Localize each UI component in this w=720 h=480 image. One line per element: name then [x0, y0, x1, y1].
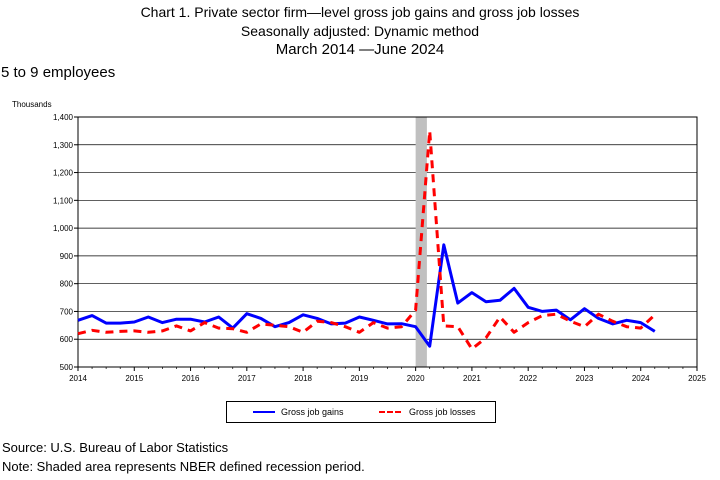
chart-period: March 2014 —June 2024	[275, 41, 445, 58]
x-tick-label: 2017	[238, 374, 256, 383]
gross-job-losses-line	[77, 129, 656, 351]
y-tick-label: 1,100	[53, 196, 74, 205]
x-tick-label: 2015	[125, 374, 143, 383]
x-tick-label: 2016	[182, 374, 200, 383]
y-tick-label: 600	[60, 335, 74, 344]
x-tick-label: 2020	[407, 374, 425, 383]
source-note: Source: U.S. Bureau of Labor Statistics	[2, 440, 229, 455]
panel-label: 5 to 9 employees	[1, 64, 116, 81]
y-tick-label: 1,200	[53, 169, 74, 178]
x-tick-label: 2024	[632, 374, 650, 383]
gross-job-gains-line	[77, 243, 656, 348]
y-tick-label: 500	[60, 363, 74, 372]
chart-title: Chart 1. Private sector firm—level gross…	[140, 4, 580, 20]
y-tick-label: 1,400	[53, 113, 74, 122]
x-tick-label: 2023	[576, 374, 594, 383]
recession-band	[415, 117, 427, 367]
legend-swatch-gains	[253, 411, 275, 413]
x-tick-label: 2019	[350, 374, 368, 383]
x-tick-label: 2021	[463, 374, 481, 383]
x-tick-label: 2014	[69, 374, 87, 383]
y-axis-label: Thousands	[12, 100, 52, 109]
legend-label-losses: Gross job losses	[409, 407, 476, 417]
legend-swatch-losses	[379, 411, 401, 413]
y-tick-label: 1,300	[53, 141, 74, 150]
chart-subtitle: Seasonally adjusted: Dynamic method	[240, 23, 480, 39]
x-tick-label: 2018	[294, 374, 312, 383]
legend-item-gains: Gross job gains	[227, 402, 361, 422]
y-tick-label: 800	[60, 280, 74, 289]
series-lines	[77, 129, 656, 351]
x-tick-label: 2022	[519, 374, 537, 383]
y-tick-label: 1,000	[53, 224, 74, 233]
x-tick-label: 2025	[688, 374, 706, 383]
x-axis: 2014 2015 2016 2017 2018 2019 2020 2021 2022 2023…	[69, 367, 706, 383]
y-axis: 500 600 700 800 900 1,000 1,100 1,200 1,300 1,400	[53, 113, 78, 372]
legend-label-gains: Gross job gains	[281, 407, 344, 417]
y-tick-label: 700	[60, 307, 74, 316]
legend-item-losses: Gross job losses	[361, 402, 495, 422]
legend: Gross job gains Gross job losses	[226, 401, 496, 423]
recession-note: Note: Shaded area represents NBER define…	[2, 459, 365, 474]
y-tick-label: 900	[60, 252, 74, 261]
